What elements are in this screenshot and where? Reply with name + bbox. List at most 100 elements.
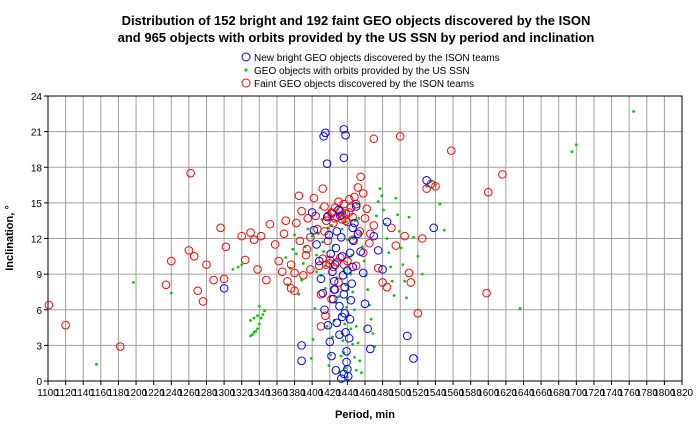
x-tick-label: 1100 (37, 388, 59, 399)
data-point (365, 238, 374, 248)
x-tick-label: 1140 (72, 388, 94, 399)
data-point (401, 263, 405, 267)
data-point (407, 215, 411, 219)
x-tick-label: 1760 (618, 388, 641, 399)
x-tick-label: 1340 (248, 388, 271, 399)
data-point (342, 347, 351, 356)
data-point (353, 229, 363, 239)
data-point (446, 146, 456, 155)
data-point (338, 271, 348, 280)
data-point (301, 262, 305, 265)
data-point (385, 237, 389, 240)
legend-label-ssn: GEO objects with orbits provided by the … (254, 66, 470, 77)
data-point (350, 218, 359, 228)
data-point (231, 267, 235, 271)
data-point (115, 342, 125, 351)
data-point (331, 366, 341, 375)
data-point (249, 319, 252, 322)
y-tick-label: 12 (31, 235, 43, 246)
data-point (363, 324, 372, 334)
data-point (326, 249, 335, 259)
data-point (309, 357, 313, 360)
data-point (339, 199, 349, 209)
grid-lines (48, 96, 682, 381)
data-point (349, 327, 353, 331)
data-point (429, 223, 438, 233)
data-point (240, 255, 250, 265)
x-axis-ticks: 1100112011401160118012001220124012601280… (37, 381, 694, 399)
data-point (221, 242, 231, 252)
data-point (290, 268, 299, 278)
data-point (360, 214, 370, 223)
data-point (518, 307, 522, 310)
y-tick-label: 9 (36, 270, 42, 281)
data-point (44, 300, 54, 310)
data-point (389, 265, 392, 269)
data-point (348, 223, 357, 233)
data-point (240, 263, 244, 267)
legend-label-faint: Faint GEO objects discovered by the ISON… (254, 79, 474, 90)
x-tick-label: 1680 (548, 388, 571, 399)
data-point (327, 364, 331, 367)
data-point (265, 219, 275, 229)
data-point (399, 246, 403, 250)
x-tick-label: 1780 (636, 388, 659, 399)
x-tick-label: 1700 (565, 388, 588, 399)
data-point (351, 202, 361, 211)
data-point (344, 366, 348, 370)
data-point (354, 368, 358, 372)
data-point (397, 229, 401, 233)
data-point (336, 253, 345, 262)
data-point (169, 291, 173, 295)
y-tick-label: 0 (36, 377, 42, 388)
data-point (337, 312, 347, 322)
data-point (297, 206, 306, 216)
data-point (422, 176, 431, 185)
data-point (409, 354, 418, 363)
data-point (382, 208, 385, 212)
data-point (391, 241, 401, 250)
data-point (357, 216, 361, 220)
data-point (632, 110, 635, 113)
data-point (316, 322, 326, 331)
data-point (186, 168, 195, 178)
data-point (274, 256, 284, 266)
data-point (351, 342, 355, 346)
data-point (329, 276, 339, 286)
data-point (442, 228, 446, 232)
data-point (380, 194, 384, 198)
data-point (236, 265, 240, 269)
data-point (341, 130, 350, 140)
legend-marker-bright (241, 52, 251, 62)
data-point (132, 281, 135, 284)
data-point (249, 235, 259, 244)
data-point (404, 268, 414, 278)
data-point (337, 252, 347, 261)
data-point (306, 233, 315, 242)
data-point (570, 150, 574, 154)
x-tick-label: 1380 (283, 388, 306, 399)
data-point (420, 272, 424, 276)
data-point (354, 324, 358, 328)
data-point (431, 181, 440, 191)
data-point (343, 371, 353, 381)
data-point (189, 252, 199, 261)
data-point (259, 316, 263, 320)
data-point (322, 159, 332, 168)
data-point (358, 268, 368, 278)
data-point (345, 314, 355, 324)
data-point (345, 305, 348, 309)
data-point (270, 240, 280, 249)
legend-label-bright: New bright GEO objects discovered by the… (254, 53, 500, 64)
data-point (378, 265, 387, 274)
data-point (327, 294, 336, 304)
x-tick-label: 1440 (336, 388, 359, 399)
data-point (387, 223, 396, 233)
data-point (412, 235, 415, 239)
data-point (373, 263, 383, 273)
data-point (297, 341, 306, 350)
data-point (365, 344, 375, 354)
data-point (61, 320, 70, 330)
data-point (312, 240, 321, 249)
data-point (284, 256, 288, 259)
